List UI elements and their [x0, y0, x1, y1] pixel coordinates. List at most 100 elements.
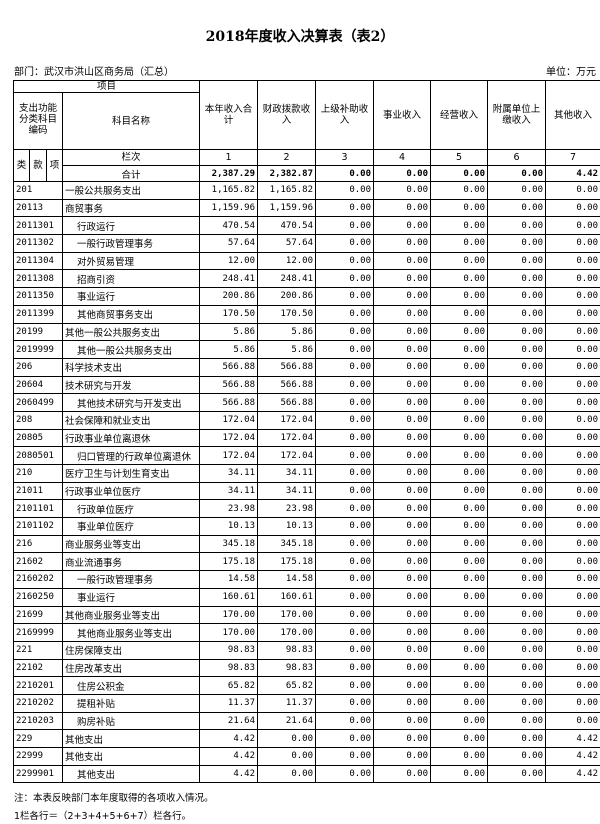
- row-value-col-3: 0.00: [315, 322, 375, 342]
- row-code: 2169999: [13, 623, 63, 642]
- row-value-col-1: 14.58: [199, 570, 259, 589]
- row-value-col-7: 0.00: [545, 605, 600, 625]
- row-code: 2080501: [13, 446, 63, 465]
- row-value-col-2: 11.37: [257, 693, 317, 713]
- table-row: 2210203 购房补贴 21.64 21.64 0.00 0.00 0.00 0.00 0.0…: [13, 711, 600, 731]
- row-value-col-6: 0.00: [487, 693, 547, 713]
- row-code: 2011302: [13, 234, 63, 253]
- row-code: 208: [13, 410, 63, 430]
- row-value-col-4: 0.00: [373, 640, 432, 660]
- lanci-6: 6: [487, 149, 547, 166]
- row-value-col-1: 200.86: [199, 287, 259, 306]
- row-value-col-6: 0.00: [487, 640, 547, 660]
- header-kuan: 款: [29, 149, 47, 182]
- row-value-col-4: 0.00: [373, 711, 432, 731]
- row-value-col-6: 0.00: [487, 481, 547, 501]
- row-value-col-1: 172.04: [199, 410, 259, 430]
- header-col-1: 本年收入合计: [199, 80, 259, 150]
- row-value-col-5: 0.00: [430, 534, 489, 554]
- row-name: 招商引资: [61, 269, 201, 289]
- row-code: 216: [13, 534, 63, 554]
- row-value-col-6: 0.00: [487, 181, 547, 200]
- row-value-col-4: 0.00: [373, 587, 432, 607]
- row-value-col-2: 5.86: [257, 322, 317, 342]
- row-value-col-3: 0.00: [315, 357, 375, 377]
- row-value-col-3: 0.00: [315, 676, 375, 695]
- row-value-col-4: 0.00: [373, 322, 432, 342]
- table-row: 21011 行政事业单位医疗 34.11 34.11 0.00 0.00 0.00 0.00 0…: [13, 481, 600, 501]
- row-name: 其他一般公共服务支出: [61, 322, 201, 342]
- row-value-col-2: 34.11: [257, 481, 317, 501]
- table-row: 2299901 其他支出 4.42 0.00 0.00 0.00 0.00 0.00 4.42: [13, 764, 600, 784]
- row-value-col-1: 4.42: [199, 764, 259, 784]
- row-value-col-4: 0.00: [373, 729, 432, 748]
- row-code: 20199: [13, 322, 63, 342]
- row-value-col-6: 0.00: [487, 658, 547, 678]
- table-row: 2011302 一般行政管理事务 57.64 57.64 0.00 0.00 0.00 0.0…: [13, 234, 600, 253]
- row-code: 221: [13, 640, 63, 660]
- table-row: 2080501 归口管理的行政单位离退休 172.04 172.04 0.00 0.00 0…: [13, 446, 600, 465]
- table-row: 22999 其他支出 4.42 0.00 0.00 0.00 0.00 0.00 4.42: [13, 747, 600, 766]
- row-value-col-4: 0.00: [373, 340, 432, 359]
- row-value-col-1: 172.04: [199, 446, 259, 465]
- row-value-col-1: 566.88: [199, 393, 259, 412]
- header-name: 科目名称: [61, 92, 201, 150]
- row-value-col-5: 0.00: [430, 658, 489, 678]
- row-value-col-6: 0.00: [487, 446, 547, 465]
- row-value-col-5: 0.00: [430, 251, 489, 271]
- row-name: 其他支出: [61, 747, 201, 766]
- lanci-label: 栏次: [61, 149, 201, 166]
- total-label: 合计: [61, 165, 201, 182]
- row-value-col-7: 0.00: [545, 587, 600, 607]
- row-value-col-4: 0.00: [373, 570, 432, 589]
- table-row: 229 其他支出 4.42 0.00 0.00 0.00 0.00 0.00 4.42: [13, 729, 600, 748]
- row-value-col-4: 0.00: [373, 658, 432, 678]
- table-row: 2160202 一般行政管理事务 14.58 14.58 0.00 0.00 0.00 0.0…: [13, 570, 600, 589]
- row-value-col-2: 175.18: [257, 552, 317, 572]
- row-name: 归口管理的行政单位离退休: [61, 446, 201, 465]
- row-value-col-6: 0.00: [487, 251, 547, 271]
- row-value-col-6: 0.00: [487, 375, 547, 395]
- header-project: 项目: [12, 80, 201, 93]
- row-value-col-5: 0.00: [430, 605, 489, 625]
- table-row: 21699 其他商业服务业等支出 170.00 170.00 0.00 0.00 0.00 0…: [13, 605, 600, 625]
- row-value-col-2: 98.83: [257, 658, 317, 678]
- row-name: 购房补贴: [61, 711, 201, 731]
- row-value-col-6: 0.00: [487, 552, 547, 572]
- row-value-col-5: 0.00: [430, 269, 489, 289]
- row-value-col-3: 0.00: [315, 481, 375, 501]
- row-value-col-6: 0.00: [487, 534, 547, 554]
- row-value-col-6: 0.00: [487, 711, 547, 731]
- row-value-col-7: 0.00: [545, 322, 600, 342]
- row-value-col-6: 0.00: [487, 676, 547, 695]
- table-row: 22102 住房改革支出 98.83 98.83 0.00 0.00 0.00 0.00 0.0…: [13, 658, 600, 678]
- row-name: 一般行政管理事务: [61, 234, 201, 253]
- header-col-4: 事业收入: [373, 80, 432, 150]
- page-title: 2018年度收入决算表（表2）: [205, 29, 395, 45]
- row-value-col-4: 0.00: [373, 517, 432, 536]
- department-label: 部门：武汉市洪山区商务局（汇总）: [14, 67, 174, 78]
- row-value-col-3: 0.00: [315, 251, 375, 271]
- row-value-col-4: 0.00: [373, 304, 432, 324]
- table-row: 2060499 其他技术研究与开发支出 566.88 566.88 0.00 0.00 0.…: [13, 393, 600, 412]
- row-value-col-2: 160.61: [257, 587, 317, 607]
- row-value-col-5: 0.00: [430, 764, 489, 784]
- row-code: 2011301: [13, 216, 63, 236]
- table-row: 20604 技术研究与开发 566.88 566.88 0.00 0.00 0.00 0.00…: [13, 375, 600, 395]
- row-value-col-1: 172.04: [199, 428, 259, 448]
- row-value-col-6: 0.00: [487, 747, 547, 766]
- row-value-col-7: 4.42: [545, 764, 600, 784]
- row-value-col-4: 0.00: [373, 464, 432, 483]
- row-value-col-5: 0.00: [430, 711, 489, 731]
- row-value-col-4: 0.00: [373, 181, 432, 200]
- row-value-col-4: 0.00: [373, 747, 432, 766]
- row-name: 行政事业单位离退休: [61, 428, 201, 448]
- row-value-col-3: 0.00: [315, 340, 375, 359]
- table-row: 201 一般公共服务支出 1,165.82 1,165.82 0.00 0.00 0.00 0…: [13, 181, 600, 200]
- row-value-col-1: 1,165.82: [199, 181, 259, 200]
- row-code: 2210203: [13, 711, 63, 731]
- row-value-col-1: 23.98: [199, 499, 259, 519]
- row-value-col-3: 0.00: [315, 711, 375, 731]
- row-value-col-7: 0.00: [545, 375, 600, 395]
- header-xiang: 项: [46, 149, 63, 182]
